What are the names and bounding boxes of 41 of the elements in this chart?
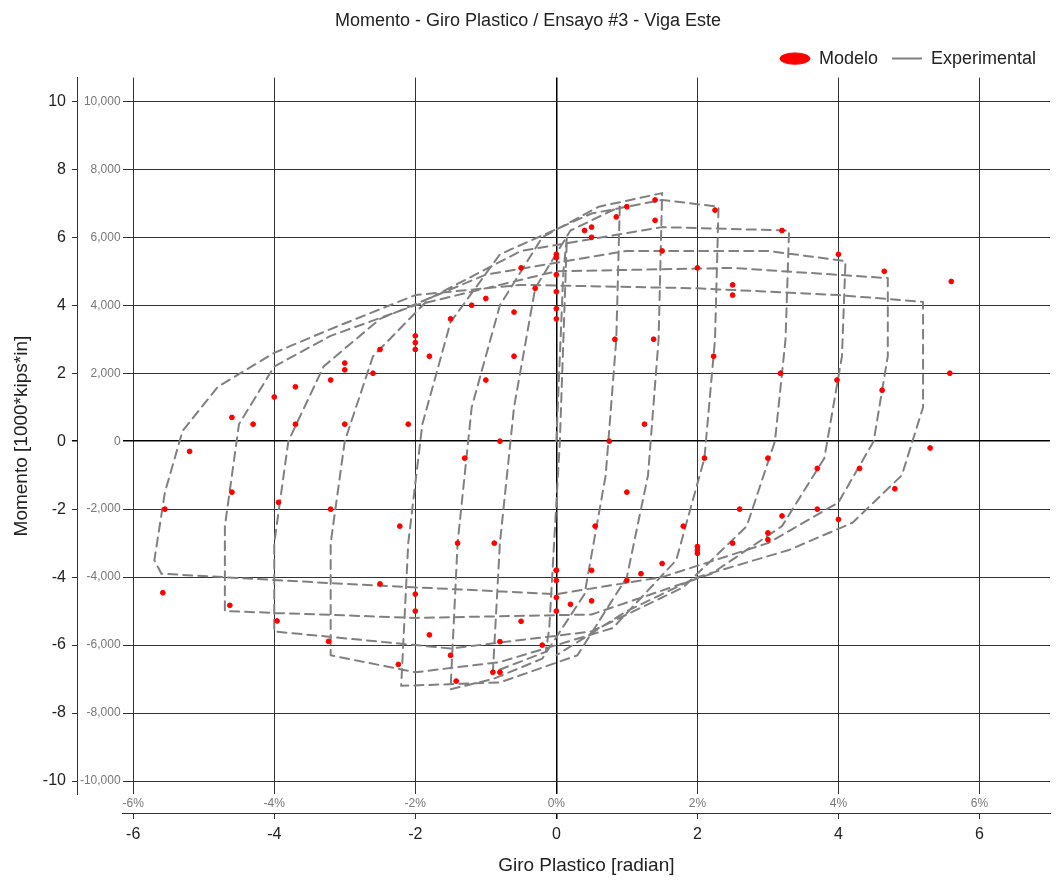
x2-tick-label: 2% <box>688 796 707 811</box>
y2-tick-label: 8,000 <box>90 161 121 176</box>
legend-label: Modelo <box>818 47 878 68</box>
x-tick-label: -4 <box>267 825 282 843</box>
y2-tick-label: 0 <box>113 433 121 448</box>
x2-tick-label: 6% <box>970 796 989 811</box>
y2-tick-label: -4,000 <box>86 569 121 584</box>
y2-tick-label: 10,000 <box>83 93 121 108</box>
y2-tick-label: 2,000 <box>90 365 121 380</box>
y2-tick-label: 6,000 <box>90 229 121 244</box>
x-tick-label: -2 <box>408 825 423 843</box>
x-tick-label: 4 <box>833 825 843 843</box>
y-tick-label: -4 <box>51 567 67 585</box>
x-tick-label: 0 <box>551 825 561 843</box>
y-tick-label: 2 <box>57 363 67 381</box>
y-tick-label: 0 <box>57 431 67 449</box>
y-tick-label: 6 <box>57 227 67 245</box>
x2-tick-label: 4% <box>829 796 848 811</box>
y-tick-label: 4 <box>57 295 67 313</box>
y-tick-label: -2 <box>51 499 67 517</box>
y-tick-label: 10 <box>48 91 67 109</box>
y-tick-label: -6 <box>51 635 67 653</box>
x-tick-label: 6 <box>975 825 985 843</box>
x2-tick-label: -2% <box>404 796 427 811</box>
y-tick-label: -8 <box>51 703 67 721</box>
y2-tick-label: -10,000 <box>79 773 121 788</box>
x-axis-title: Giro Plastico [radian] <box>498 853 675 875</box>
y2-tick-label: 4,000 <box>90 297 121 312</box>
x-tick-label: -6 <box>126 825 141 843</box>
x2-tick-label: -4% <box>263 796 286 811</box>
y2-tick-label: -8,000 <box>86 705 121 720</box>
x-tick-label: 2 <box>692 825 702 843</box>
x2-tick-label: -6% <box>122 796 145 811</box>
x2-tick-label: 0% <box>547 796 566 811</box>
legend-label: Experimental <box>930 47 1036 68</box>
chart-title: Momento - Giro Plastico / Ensayo #3 - Viga Este <box>335 9 721 30</box>
y2-tick-label: -2,000 <box>86 501 121 516</box>
y-tick-label: 8 <box>57 159 67 177</box>
y2-tick-label: -6,000 <box>86 637 121 652</box>
y-tick-label: -10 <box>42 771 67 789</box>
y-axis-title: Momento [1000*kips*in] <box>9 335 31 537</box>
